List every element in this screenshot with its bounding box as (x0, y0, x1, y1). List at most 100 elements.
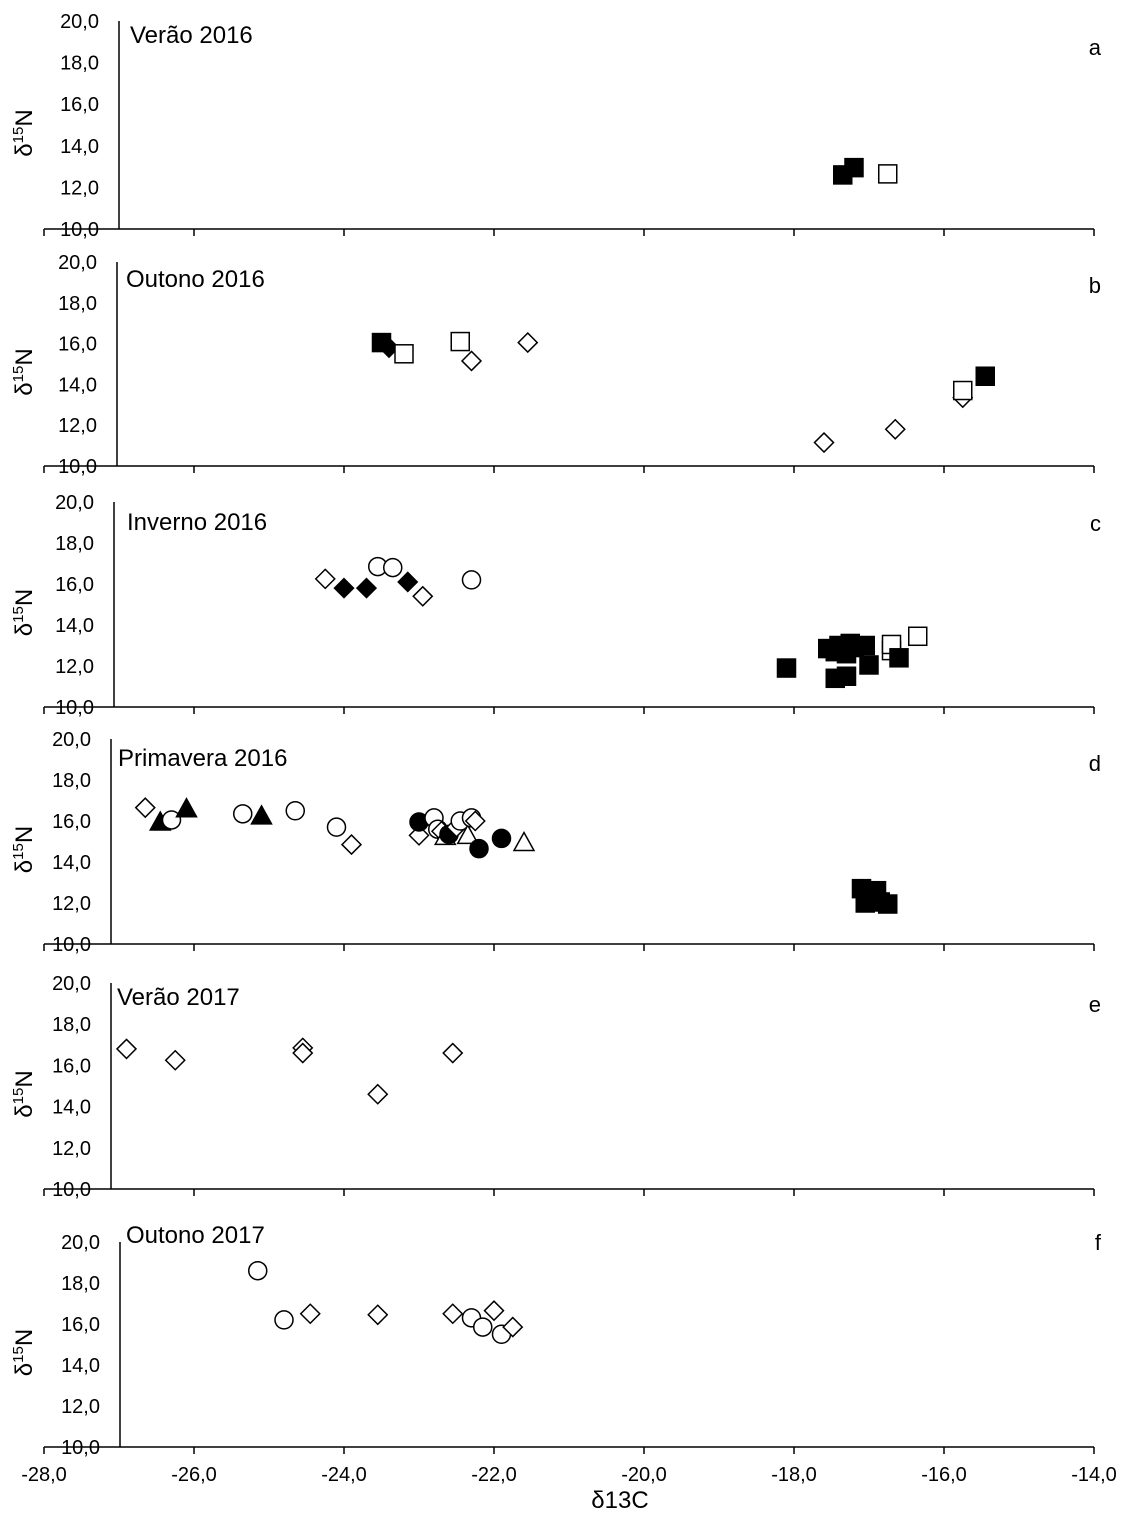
x-tick-label: -18,0 (771, 1464, 817, 1486)
data-point-diamond-filled (333, 577, 355, 599)
y-tick-label: 10,0 (58, 456, 97, 478)
data-point-diamond-open (460, 350, 483, 372)
panel-title: Primavera 2016 (118, 745, 287, 772)
data-point-diamond-open (115, 1038, 138, 1060)
data-point-circle-open (274, 1310, 294, 1330)
y-tick-label: 20,0 (52, 973, 91, 995)
panel-title: Inverno 2016 (127, 509, 267, 536)
data-point-circle-open (248, 1260, 268, 1281)
y-tick-label: 20,0 (61, 1232, 100, 1254)
y-tick-label: 18,0 (58, 293, 97, 315)
panel-letter: a (1089, 35, 1102, 60)
y-tick-label: 16,0 (52, 811, 91, 833)
y-tick-label: 16,0 (58, 334, 97, 356)
x-axis-title: δ13C (591, 1487, 648, 1513)
y-tick-label: 14,0 (55, 615, 94, 637)
data-point-square-filled (889, 648, 909, 668)
y-tick-label: 20,0 (58, 252, 97, 274)
scatter-panel-f: 10,0 12,0 14,0 16,0 18,0 20,0 δ15N Outono 2017 f (10, 1222, 1102, 1459)
y-tick-label: 16,0 (61, 1314, 100, 1336)
data-point-diamond-open (367, 1083, 389, 1105)
y-tick-label: 18,0 (55, 533, 94, 555)
data-point-diamond-open (134, 797, 156, 819)
y-axis-title: δ15N (10, 1070, 38, 1117)
y-tick-label: 10,0 (60, 219, 99, 241)
x-tick-label: -22,0 (471, 1464, 517, 1486)
y-tick-label: 12,0 (55, 656, 94, 678)
data-point-diamond-open (408, 824, 430, 846)
y-tick-label: 12,0 (60, 177, 99, 199)
y-tick-label: 14,0 (52, 852, 91, 874)
data-point-square-filled (836, 666, 857, 686)
data-point-square-open (908, 626, 928, 647)
y-axis-title: δ15N (10, 826, 38, 873)
panel-letter: e (1089, 992, 1101, 1017)
panel-letter: c (1090, 511, 1101, 536)
y-tick-label: 14,0 (58, 374, 97, 396)
y-tick-label: 18,0 (52, 1014, 91, 1036)
y-axis-title: δ15N (10, 1329, 38, 1376)
data-point-square-open (878, 164, 898, 184)
panel-letter: f (1095, 1230, 1102, 1255)
data-point-diamond-open (299, 1303, 321, 1325)
data-point-diamond-open (367, 1304, 389, 1326)
y-tick-label: 14,0 (61, 1355, 100, 1377)
data-point-circle-open (161, 810, 182, 830)
data-point-circle-open (461, 570, 482, 590)
y-tick-label: 12,0 (58, 415, 97, 437)
panel-title: Verão 2016 (130, 22, 253, 49)
data-point-diamond-open (502, 1316, 524, 1338)
y-tick-label: 10,0 (61, 1437, 100, 1459)
panel-title: Outono 2016 (126, 266, 265, 293)
y-axis-title: δ15N (10, 348, 38, 395)
panel-title: Verão 2017 (117, 984, 240, 1011)
data-point-triangle-open (456, 823, 480, 845)
data-point-circle-open (473, 1317, 493, 1337)
y-tick-label: 12,0 (52, 893, 91, 915)
data-point-square-filled (975, 366, 995, 386)
y-tick-label: 12,0 (52, 1138, 91, 1160)
data-point-diamond-open (340, 834, 363, 856)
scatter-panel-d: 10,0 12,0 14,0 16,0 18,0 20,0 δ15N Primavera 20… (10, 729, 1101, 956)
y-tick-label: 10,0 (55, 697, 94, 719)
y-tick-label: 16,0 (55, 574, 94, 596)
data-point-square-open (953, 380, 973, 401)
y-tick-label: 20,0 (52, 729, 91, 751)
data-point-diamond-open (517, 332, 539, 354)
y-tick-label: 16,0 (60, 94, 99, 116)
y-tick-label: 20,0 (60, 11, 99, 33)
data-point-triangle-filled (250, 804, 273, 825)
x-tick-label: -28,0 (21, 1464, 67, 1486)
y-tick-label: 18,0 (60, 53, 99, 75)
panel-letter: b (1089, 273, 1101, 298)
x-tick-label: -20,0 (621, 1464, 667, 1486)
y-tick-label: 12,0 (61, 1396, 100, 1418)
panel-letter: d (1089, 751, 1101, 776)
data-point-square-filled (859, 655, 879, 675)
data-point-square-filled (855, 635, 875, 656)
data-point-square-filled (776, 658, 797, 678)
data-point-square-filled (844, 157, 864, 178)
x-tick-label: -24,0 (321, 1464, 367, 1486)
data-point-diamond-open (464, 810, 486, 832)
data-point-square-open (394, 344, 414, 364)
data-point-circle-open (326, 817, 347, 837)
data-point-diamond-open (813, 431, 835, 454)
x-tick-labels: -28,0 -26,0 -24,0 -22,0 -20,0 -18,0 -16,0 -14,0 (21, 1464, 1117, 1486)
data-point-diamond-open (164, 1049, 186, 1071)
y-axis-title: δ15N (10, 109, 38, 156)
y-tick-label: 14,0 (52, 1097, 91, 1119)
data-point-diamond-open (412, 585, 434, 607)
data-point-diamond-open (314, 568, 336, 590)
y-axis-title: δ15N (10, 589, 38, 636)
scatter-panel-a: 10,0 12,0 14,0 16,0 18,0 20,0 δ15N Verão 2016 a (10, 11, 1102, 241)
y-tick-label: 18,0 (52, 770, 91, 792)
data-point-square-open (450, 331, 470, 352)
data-point-circle-open (383, 557, 403, 578)
y-tick-label: 14,0 (60, 136, 99, 158)
scatter-panel-e: 10,0 12,0 14,0 16,0 18,0 20,0 δ15N Verão 2017 e (10, 973, 1101, 1201)
scatter-panel-c: 10,0 12,0 14,0 16,0 18,0 20,0 δ15N Inverno 2016… (10, 492, 1101, 719)
data-point-circle-open (233, 804, 253, 824)
